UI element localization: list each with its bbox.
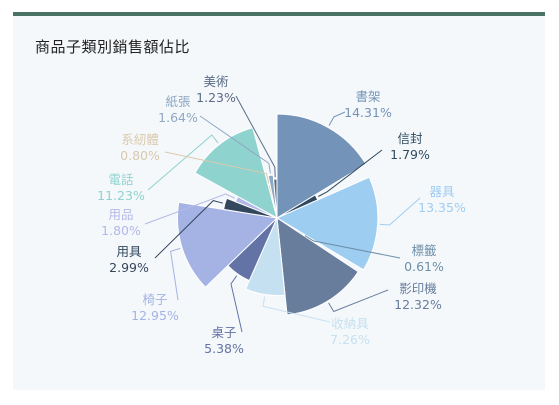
slice-5[interactable]: [276, 216, 359, 316]
slice-1[interactable]: [276, 113, 367, 219]
slice-label-value: 12.32%: [394, 297, 442, 312]
leader-line-2: [318, 149, 383, 197]
slice-label-name: 標籤: [411, 243, 436, 258]
leader-line-7: [230, 275, 243, 333]
leader-line-3: [379, 197, 421, 226]
leader-line-4: [304, 235, 401, 259]
leader-line-10: [144, 193, 236, 225]
slice-label-name: 系紉體: [121, 132, 159, 147]
slice-8[interactable]: [176, 201, 279, 288]
slice-3[interactable]: [275, 176, 379, 271]
slice-label-name: 美術: [203, 74, 228, 89]
chart-title: 商品子類別銷售額佔比: [35, 38, 191, 56]
slice-11[interactable]: [194, 127, 278, 220]
slice-label-name: 影印機: [399, 281, 437, 296]
slice-label-name: 桌子: [211, 325, 236, 340]
slice-label-name: 器具: [429, 184, 455, 199]
slice-13[interactable]: [267, 174, 278, 219]
slice-label-value: 2.99%: [109, 260, 149, 275]
slice-label-name: 用品: [108, 207, 133, 222]
leader-line-6: [262, 296, 331, 323]
slice-label-name: 椅子: [142, 292, 167, 307]
slice-label-value: 0.80%: [120, 148, 160, 163]
leader-line-5: [328, 289, 389, 313]
slice-label-value: 1.79%: [390, 147, 430, 162]
slice-6[interactable]: [244, 216, 286, 297]
slice-label-name: 用具: [116, 244, 142, 259]
slice-label-value: 12.95%: [131, 308, 179, 323]
slice-label-value: 5.38%: [204, 341, 244, 356]
leader-line-12: [164, 151, 270, 184]
slice-label-value: 1.64%: [158, 110, 198, 125]
slices: [176, 113, 379, 316]
slice-label-value: 0.61%: [404, 259, 444, 274]
slice-14[interactable]: [273, 178, 278, 219]
slice-label-value: 1.23%: [196, 90, 236, 105]
leader-line-13: [199, 115, 271, 174]
leader-line-1: [328, 111, 346, 126]
slice-label-value: 13.35%: [418, 200, 466, 215]
slice-label-name: 紙張: [165, 94, 191, 109]
slice-label-name: 電話: [108, 172, 133, 187]
slice-label-name: 書架: [355, 89, 380, 104]
slice-label-value: 14.31%: [344, 105, 392, 120]
leader-line-14: [235, 95, 276, 178]
slice-label-value: 7.26%: [330, 332, 370, 347]
slice-label-value: 1.80%: [101, 223, 141, 238]
slice-label-name: 信封: [397, 131, 422, 146]
leader-line-11: [147, 134, 219, 191]
leader-line-9: [154, 200, 224, 259]
slice-label-name: 收納具: [331, 316, 369, 331]
slice-label-value: 11.23%: [97, 188, 145, 203]
leader-line-8: [170, 247, 181, 301]
